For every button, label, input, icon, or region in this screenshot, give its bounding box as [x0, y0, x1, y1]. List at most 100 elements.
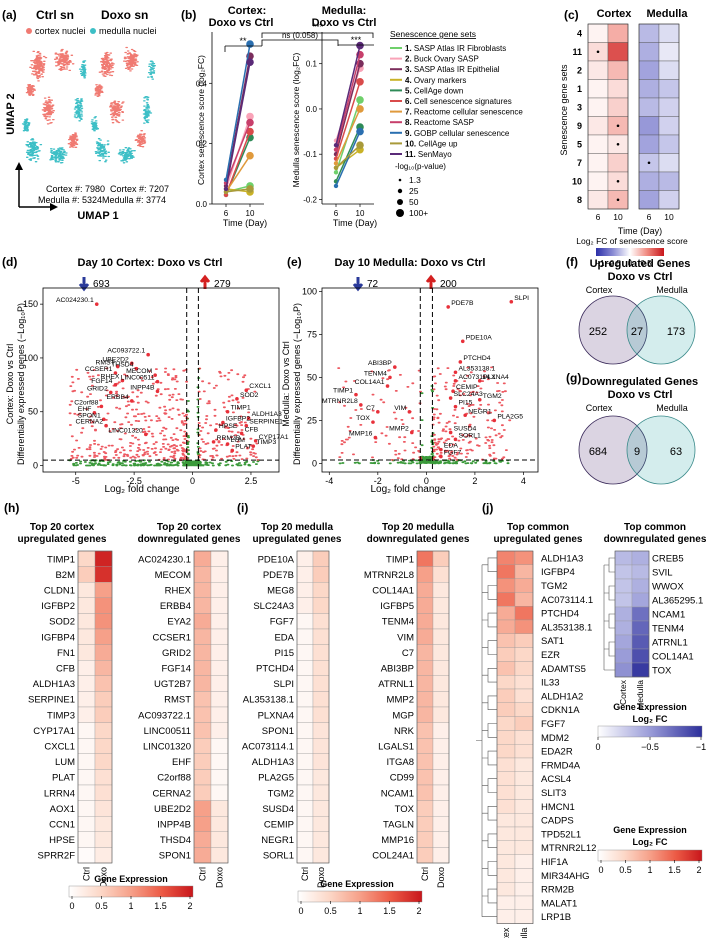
legend-label-1: 1. SASP Atlas IR Fibroblasts	[405, 44, 506, 53]
gene-name: LGALS1	[378, 742, 414, 753]
heatmap-cell	[94, 566, 113, 583]
heatmap-cell	[514, 840, 534, 855]
heatmap-cell	[312, 847, 330, 864]
gene-name: SPON1	[159, 851, 191, 862]
heatmap-cell	[296, 784, 314, 801]
x-tick-label: -4	[325, 476, 333, 486]
labeled-gene-point	[453, 370, 458, 375]
legend-number-6: 6.	[405, 97, 414, 106]
heatmap-cell	[514, 895, 534, 910]
legend-label-11: 11. SenMayo	[405, 150, 452, 159]
heatmap-cell	[416, 722, 434, 739]
heatmap-cell	[496, 840, 516, 855]
heatmap-cell	[514, 826, 534, 841]
heatmap-frame-medulla	[638, 23, 680, 210]
cortex-y-label: Cortex senescence score (log₂FC)	[196, 55, 206, 185]
gene-label: SOD2	[240, 392, 259, 399]
h-up-title-2: upregulated genes	[18, 534, 107, 545]
x-tick-label: -2	[374, 476, 382, 486]
labeled-gene-point	[463, 413, 467, 418]
gene-name: CFB	[56, 664, 75, 675]
legend-tick-label: 0.5	[619, 865, 632, 875]
gene-name: SPRR2F	[38, 851, 76, 862]
gene-label: SORL1	[458, 432, 481, 439]
heatmap-cell	[514, 606, 534, 621]
heatmap-cell	[94, 550, 113, 567]
heatmap-cell	[296, 675, 314, 692]
heatmap-cell	[496, 619, 516, 634]
gene-name: AL353138.1	[541, 622, 592, 633]
legend-label-9: 9. GOBP cellular senescence	[405, 129, 510, 138]
gene-label: SUSD4	[454, 425, 477, 432]
heatmap-cell	[432, 660, 450, 676]
heatmap-row-label: 3	[577, 102, 582, 112]
heatmap-cell	[312, 753, 330, 770]
heatmap-cell	[193, 722, 212, 739]
legend-tick-label: 0	[69, 901, 74, 911]
heatmap-cell	[432, 722, 450, 739]
heatmap-cell	[496, 675, 516, 690]
y-tick-label: 100	[23, 353, 38, 363]
series-line-8	[335, 54, 361, 150]
heatmap-cell	[94, 660, 113, 676]
g-count-shared: 9	[634, 446, 640, 458]
heatmap-cell	[432, 769, 450, 786]
column-label: Doxo	[215, 867, 225, 888]
gene-name: LINC00511	[144, 726, 191, 737]
heatmap-cell	[432, 675, 450, 692]
series-point-day10-7	[246, 151, 254, 160]
legend-name-2: Buck Ovary SASP	[414, 55, 479, 64]
gene-name: PI15	[274, 648, 294, 659]
heatmap-cell	[514, 702, 534, 717]
gene-name: SORL1	[263, 851, 294, 862]
gene-name: PTCHD4	[256, 664, 294, 675]
e-up-arrow	[425, 274, 437, 289]
gene-name: HPSE	[49, 835, 75, 846]
heatmap-cell	[416, 753, 434, 770]
series-line-6	[225, 131, 251, 196]
x-tick-label: 6	[334, 209, 339, 218]
legend-tick-label: 1.5	[668, 865, 681, 875]
f-label-medulla: Medulla	[656, 285, 688, 295]
gene-name: TIMP1	[386, 554, 414, 565]
series-point-day10-11	[356, 41, 364, 50]
series-line-11	[335, 45, 361, 146]
labeled-gene-point	[385, 384, 390, 388]
labeled-gene-point	[230, 448, 235, 453]
series-line-7	[335, 108, 361, 164]
heatmap-cell	[193, 660, 212, 676]
heatmap-cell	[631, 648, 650, 664]
series-line-5	[335, 126, 361, 182]
heatmap-cell	[193, 738, 212, 754]
gene-label: LINC01320	[108, 427, 143, 434]
gene-name: IGFBP4	[541, 567, 575, 578]
gene-name: TGM2	[541, 581, 567, 592]
legend-tick-label: 0.5	[324, 906, 337, 916]
panel-f: (f) Upregulated Genes Doxo vs Ctrl Corte…	[566, 255, 696, 365]
heatmap-cell	[210, 597, 229, 614]
heatmap-cell	[77, 784, 96, 801]
heatmap-cell	[416, 847, 434, 864]
j-down-title-2: downregulated genes	[604, 534, 707, 545]
gene-label: MECOM	[126, 368, 152, 375]
legend-label-2: 2. Buck Ovary SASP	[405, 55, 479, 64]
heatmap-cell	[210, 675, 229, 692]
heatmap-cell	[514, 785, 534, 800]
h-legend-title: Gene Expression	[94, 874, 168, 884]
g-count-medulla: 63	[670, 446, 682, 458]
heatmap-cell	[296, 660, 314, 676]
heatmap-cell	[638, 97, 660, 117]
gene-name: CADPS	[541, 816, 574, 827]
gene-name: NEGR1	[261, 835, 294, 846]
gene-label: CFB	[245, 426, 259, 433]
heatmap-cell	[312, 784, 330, 801]
gene-name: AOX1	[50, 804, 75, 815]
labeled-gene-point	[251, 444, 256, 448]
heatmap-row-label: 11	[572, 47, 582, 57]
h-down-heatmap: AC024230.1 MECOM RHEX ERBB4 EYA2 CCSER1 GRID2 F…	[138, 550, 229, 888]
gene-label: ALDH1A3	[252, 411, 282, 418]
heatmap-cell	[312, 644, 330, 661]
labeled-gene-point	[409, 430, 414, 435]
heatmap-cell	[94, 831, 113, 848]
